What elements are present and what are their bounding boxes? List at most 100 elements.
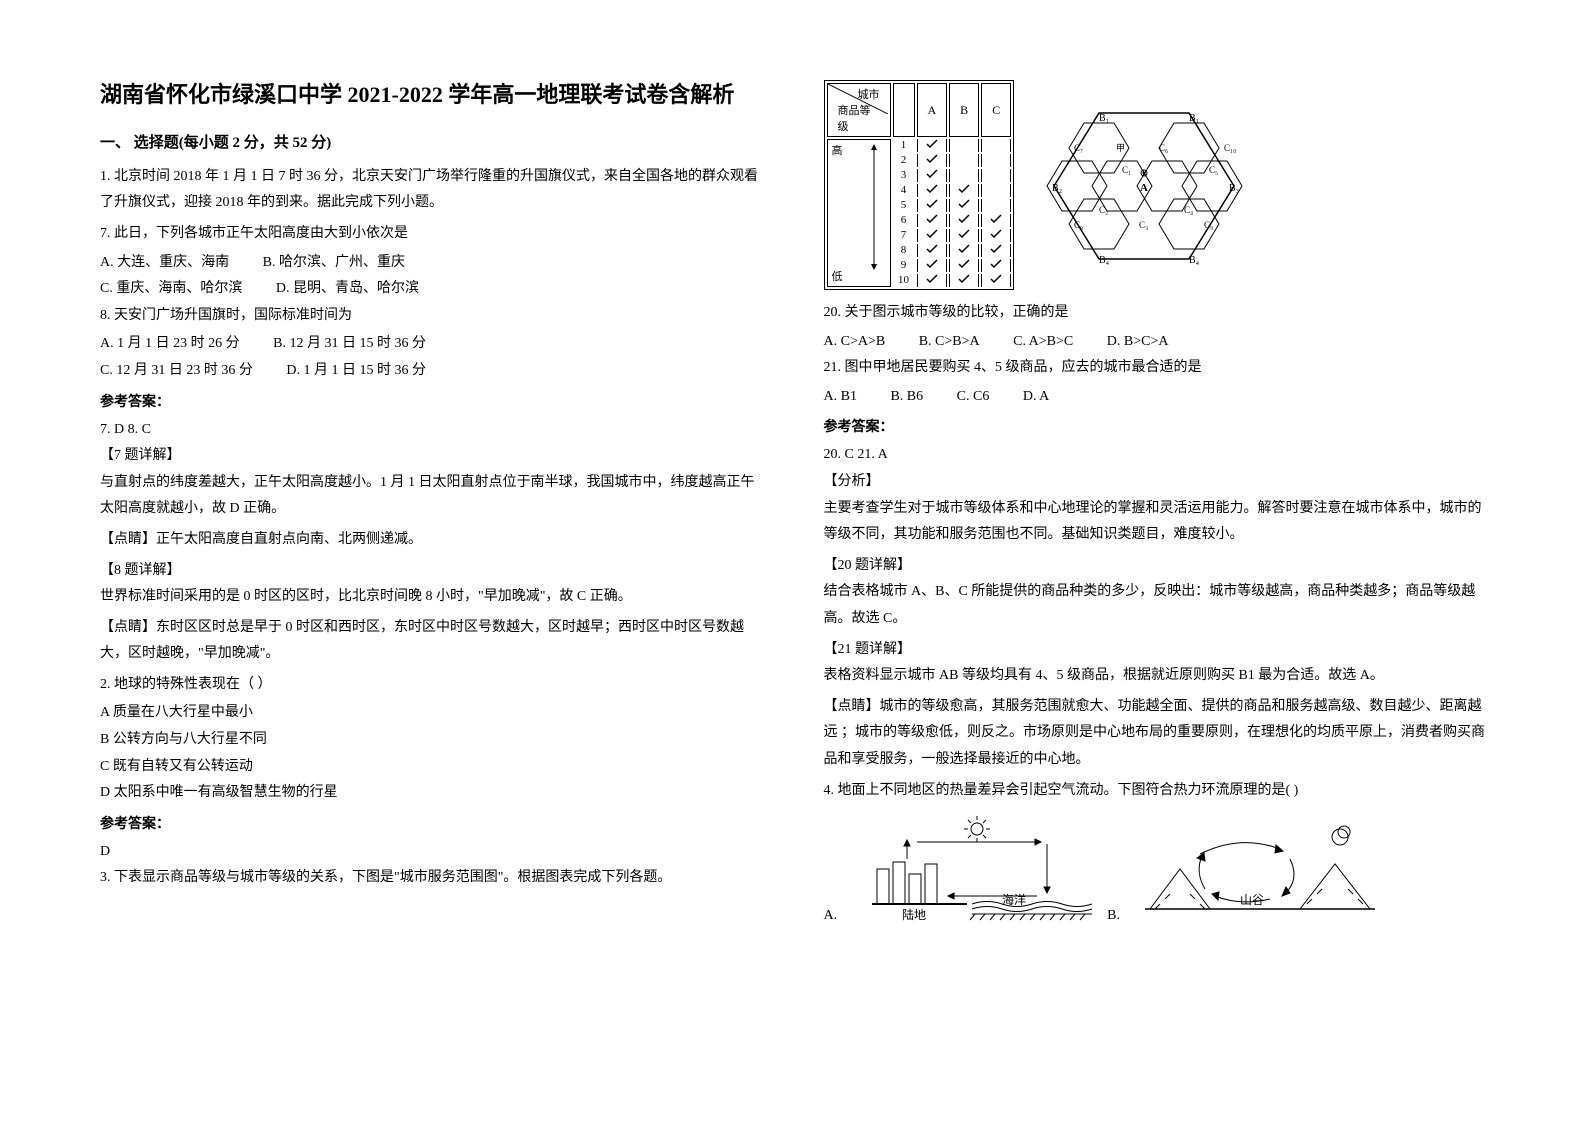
q7-tip: 【点睛】正午太阳高度自直射点向南、北两侧递减。 [100,527,764,554]
table-cell [917,169,948,182]
q8-text: 8. 天安门广场升国旗时，国际标准时间为 [100,303,764,330]
answer-label-1: 参考答案： [100,391,764,411]
q4-labelB: B. [1107,908,1120,924]
q21-explain: 表格资料显示城市 AB 等级均具有 4、5 级商品，根据就近原则购买 B1 最为… [824,663,1488,690]
svg-text:C₈: C₈ [1074,220,1083,230]
q4-labelA: A. [824,908,838,924]
q2-text: 2. 地球的特殊性表现在（ ） [100,672,764,699]
table-row-num: 2 [893,154,915,167]
q2021-answer: 20. C 21. A [824,442,1488,469]
svg-text:甲: 甲 [1116,143,1125,153]
table-cell [949,139,979,152]
svg-text:C₂: C₂ [1099,205,1108,215]
q4-text: 4. 地面上不同地区的热量差异会引起空气流动。下图符合热力环流原理的是( ) [824,778,1488,805]
q20-options: A. C>A>B B. C>B>A C. A>B>C D. B>C>A [824,329,1488,356]
svg-text:C₉: C₉ [1204,220,1213,230]
table-row-num: 8 [893,244,915,257]
q8-options-2: C. 12 月 31 日 23 时 36 分 D. 1 月 1 日 15 时 3… [100,358,764,385]
table-cell [949,229,979,242]
svg-text:C₄: C₄ [1184,205,1193,215]
table-side-label: 高低 [827,139,891,287]
table-cell [917,184,948,197]
q4B-valley-label: 山谷 [1240,893,1264,907]
q7-text: 7. 此日，下列各城市正午太阳高度由大到小依次是 [100,221,764,248]
hexagon-service-map: B₁ B₁ C₇ 甲 C₆ C₁₀ C₁ A C₅ B₂ B₃ C₂ C₄ C₈… [1044,103,1244,268]
svg-text:C₅: C₅ [1209,165,1218,175]
table-cell [917,274,948,287]
table-cell [981,244,1011,257]
q8-explain-label: 【8 题详解】 [100,558,764,585]
svg-text:B₁: B₁ [1099,113,1109,124]
q2-answer: D [100,839,764,866]
table-row-num: 7 [893,229,915,242]
table-cell [949,244,979,257]
answer-label-3: 参考答案： [824,416,1488,436]
q8-explain: 世界标准时间采用的是 0 时区的区时，比北京时间晚 8 小时，"早加晚减"，故 … [100,584,764,611]
table-row-num: 5 [893,199,915,212]
q8-tip: 【点睛】东时区区时总是早于 0 时区和西时区，东时区中时区号数越大，区时越早；西… [100,615,764,668]
table-row-num: 4 [893,184,915,197]
table-cell [917,229,948,242]
svg-text:C₃: C₃ [1139,220,1148,230]
q2-optD: D 太阳系中唯一有高级智慧生物的行星 [100,780,764,807]
table-cell [949,154,979,167]
q7-optC: C. 重庆、海南、哈尔滨 [100,276,242,303]
right-column: 城市 商品等级 A B C 高低12345678910 [824,80,1488,1042]
table-row-num: 3 [893,169,915,182]
q20-text: 20. 关于图示城市等级的比较，正确的是 [824,300,1488,327]
q20-optB: B. C>B>A [919,329,980,356]
svg-text:C₇: C₇ [1074,143,1083,153]
q8-optA: A. 1 月 1 日 23 时 26 分 [100,331,240,358]
table-row-num: 1 [893,139,915,152]
table-col-C: C [981,83,1011,137]
table-cell [949,169,979,182]
answer-label-2: 参考答案： [100,813,764,833]
q2-optB: B 公转方向与八大行星不同 [100,727,764,754]
figure-row: 城市 商品等级 A B C 高低12345678910 [824,80,1488,290]
table-cell [981,259,1011,272]
table-cell [949,199,979,212]
q20-optC: C. A>B>C [1013,329,1073,356]
q21-explain-label: 【21 题详解】 [824,637,1488,664]
table-cell [981,274,1011,287]
q7-optB: B. 哈尔滨、广州、重庆 [263,250,405,277]
table-cell [917,199,948,212]
table-row-num: 6 [893,214,915,227]
left-column: 湖南省怀化市绿溪口中学 2021-2022 学年高一地理联考试卷含解析 一、 选… [100,80,764,1042]
svg-text:B₃: B₃ [1229,183,1239,194]
svg-text:B₁: B₁ [1189,113,1199,124]
q8-options: A. 1 月 1 日 23 时 26 分 B. 12 月 31 日 15 时 3… [100,331,764,358]
table-row-num: 10 [893,274,915,287]
table-cell [949,259,979,272]
table-col-B: B [949,83,979,137]
q2-optA: A 质量在八大行星中最小 [100,700,764,727]
document-title: 湖南省怀化市绿溪口中学 2021-2022 学年高一地理联考试卷含解析 [100,80,764,111]
svg-text:B₄: B₄ [1099,255,1110,266]
table-cell [917,139,948,152]
q21-text: 21. 图中甲地居民要购买 4、5 级商品，应去的城市最合适的是 [824,355,1488,382]
q20-explain: 结合表格城市 A、B、C 所能提供的商品种类的多少，反映出：城市等级越高，商品种… [824,579,1488,632]
table-cell [981,154,1011,167]
table-cell [981,199,1011,212]
table-cell [917,244,948,257]
table-cell [981,214,1011,227]
analysis-text: 主要考查学生对于城市等级体系和中心地理论的掌握和灵活运用能力。解答时要注意在城市… [824,496,1488,549]
q21-options: A. B1 B. B6 C. C6 D. A [824,384,1488,411]
q4A-sea-label: 海洋 [1002,892,1026,907]
q8-optC: C. 12 月 31 日 23 时 36 分 [100,358,253,385]
table-cell [949,274,979,287]
svg-text:A: A [1140,182,1148,194]
q21-tip: 【点睛】城市的等级愈高，其服务范围就愈大、功能越全面、提供的商品和服务越高级、数… [824,694,1488,774]
q21-optC: C. C6 [957,384,990,411]
svg-text:B₂: B₂ [1052,183,1062,194]
svg-text:C₁₀: C₁₀ [1224,143,1236,153]
commodity-city-table: 城市 商品等级 A B C 高低12345678910 [824,80,1015,290]
q1-intro: 1. 北京时间 2018 年 1 月 1 日 7 时 36 分，北京天安门广场举… [100,164,764,217]
q21-optB: B. B6 [890,384,923,411]
table-cell [981,169,1011,182]
q21-optD: D. A [1023,384,1049,411]
table-cell [917,154,948,167]
table-row-num: 9 [893,259,915,272]
section-heading: 一、 选择题(每小题 2 分，共 52 分) [100,131,764,152]
q20-optA: A. C>A>B [824,329,886,356]
